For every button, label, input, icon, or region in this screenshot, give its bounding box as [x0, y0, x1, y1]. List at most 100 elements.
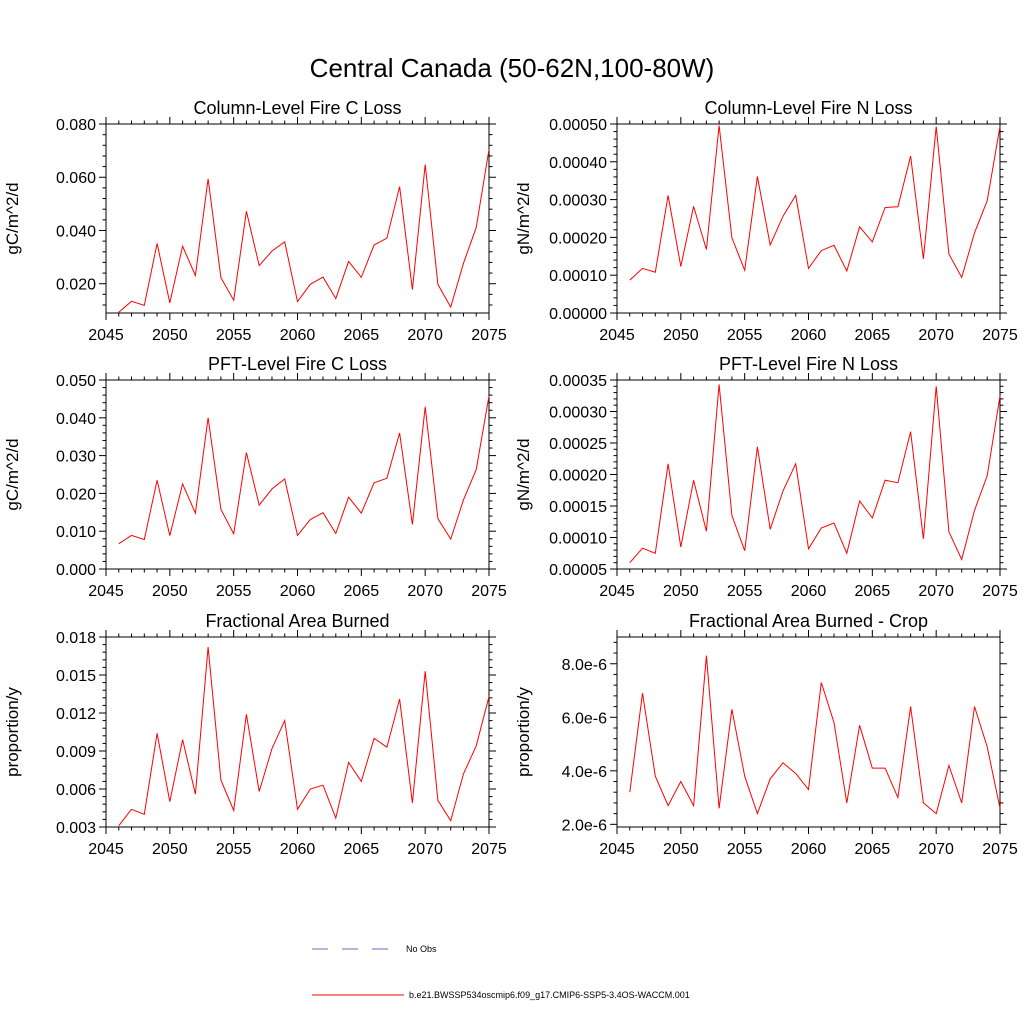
x-tick-label: 2050: [152, 327, 188, 344]
chart-panel-5: Fractional Area Burned 2045 2050 2055 2060 20…: [3, 611, 507, 858]
chart-panel-6: Fractional Area Burned - Crop 2045 2050 205…: [514, 611, 1018, 858]
y-tick-label: 0.030: [56, 449, 96, 466]
y-axis-label: gC/m^2/d: [3, 182, 22, 254]
series-line: [118, 647, 490, 827]
legend: No Obs b.e21.BWSSP534oscmip6.f09_g17.CMI…: [312, 944, 690, 1000]
plot-frame: [105, 379, 490, 570]
x-tick-label: 2060: [791, 583, 827, 600]
x-tick-label: 2045: [599, 583, 635, 600]
y-tick-label: 0.060: [56, 170, 96, 187]
y-tick-label: 0.00020: [549, 468, 607, 485]
chart-panel-3: PFT-Level Fire C Loss 2045 2050 2055 2060 206…: [3, 354, 507, 600]
series-line: [629, 655, 1001, 816]
x-tick-label: 2060: [280, 583, 316, 600]
x-tick-label: 2055: [727, 841, 763, 858]
x-tick-label: 2065: [855, 841, 891, 858]
y-tick-label: 0.040: [56, 411, 96, 428]
chart-panel-1: Column-Level Fire C Loss 2045 2050 2055 2060…: [3, 98, 507, 344]
x-tick-label: 2065: [855, 327, 891, 344]
x-tick-label: 2070: [407, 583, 443, 600]
y-tick-label: 0.00015: [549, 499, 607, 516]
series-line: [629, 125, 1001, 281]
y-axis-label: proportion/y: [3, 687, 22, 777]
y-tick-label: 8.0e-6: [562, 657, 607, 674]
x-tick-label: 2065: [344, 583, 380, 600]
x-tick-label: 2070: [918, 583, 954, 600]
chart-panel-2: Column-Level Fire N Loss 2045 2050 2055 2060…: [514, 98, 1018, 344]
panel-title: PFT-Level Fire C Loss: [208, 354, 387, 374]
x-tick-label: 2055: [216, 841, 252, 858]
x-tick-label: 2075: [471, 327, 507, 344]
x-tick-label: 2045: [599, 841, 635, 858]
y-tick-label: 0.080: [56, 117, 96, 134]
series-line: [629, 384, 1001, 564]
legend-item-model: b.e21.BWSSP534oscmip6.f09_g17.CMIP6-SSP5…: [312, 990, 690, 1000]
x-tick-label: 2075: [982, 327, 1018, 344]
series-line: [118, 395, 490, 545]
plot-frame: [616, 636, 1001, 828]
y-tick-label: 0.00030: [549, 193, 607, 210]
x-tick-label: 2070: [918, 841, 954, 858]
x-tick-label: 2065: [344, 327, 380, 344]
y-tick-label: 0.018: [56, 630, 96, 647]
y-tick-label: 0.003: [56, 820, 96, 837]
x-tick-label: 2065: [855, 583, 891, 600]
panel-title: Fractional Area Burned: [205, 611, 389, 631]
y-tick-label: 2.0e-6: [562, 817, 607, 834]
y-tick-label: 0.00030: [549, 405, 607, 422]
y-tick-label: 0.00020: [549, 230, 607, 247]
x-tick-label: 2055: [216, 327, 252, 344]
x-tick-label: 2045: [88, 583, 124, 600]
y-tick-label: 0.00010: [549, 531, 607, 548]
panels: Column-Level Fire C Loss 2045 2050 2055 2060…: [3, 98, 1018, 858]
y-tick-label: 0.00035: [549, 373, 607, 390]
y-tick-label: 0.050: [56, 373, 96, 390]
x-tick-label: 2045: [88, 327, 124, 344]
y-axis-label: gC/m^2/d: [3, 438, 22, 510]
y-tick-label: 0.009: [56, 744, 96, 761]
x-tick-label: 2060: [791, 327, 827, 344]
panel-title: Column-Level Fire C Loss: [193, 98, 401, 118]
y-tick-label: 6.0e-6: [562, 710, 607, 727]
y-tick-label: 0.020: [56, 277, 96, 294]
panel-title: PFT-Level Fire N Loss: [719, 354, 898, 374]
series-line: [118, 149, 490, 313]
x-tick-label: 2050: [663, 327, 699, 344]
y-tick-label: 0.00010: [549, 268, 607, 285]
plot-frame: [616, 379, 1001, 570]
x-tick-label: 2045: [88, 841, 124, 858]
x-tick-label: 2050: [663, 841, 699, 858]
x-tick-label: 2075: [982, 583, 1018, 600]
x-tick-label: 2070: [918, 327, 954, 344]
x-tick-label: 2050: [152, 583, 188, 600]
plot-frame: [616, 123, 1001, 314]
y-tick-label: 0.000: [56, 562, 96, 579]
x-tick-label: 2060: [280, 327, 316, 344]
x-tick-label: 2045: [599, 327, 635, 344]
y-tick-label: 0.012: [56, 706, 96, 723]
legend-label-no-obs: No Obs: [406, 944, 437, 954]
chart-panel-4: PFT-Level Fire N Loss 2045 2050 2055 2060 206…: [514, 354, 1018, 600]
y-tick-label: 0.040: [56, 223, 96, 240]
y-tick-label: 0.010: [56, 524, 96, 541]
y-tick-label: 0.00000: [549, 306, 607, 323]
y-tick-label: 0.00050: [549, 117, 607, 134]
panel-title: Column-Level Fire N Loss: [704, 98, 912, 118]
legend-item-no-obs: No Obs: [312, 944, 437, 954]
x-tick-label: 2055: [216, 583, 252, 600]
y-tick-label: 0.015: [56, 668, 96, 685]
plot-frame: [105, 123, 490, 314]
y-tick-label: 0.020: [56, 486, 96, 503]
x-tick-label: 2075: [982, 841, 1018, 858]
x-tick-label: 2055: [727, 327, 763, 344]
x-tick-label: 2070: [407, 841, 443, 858]
x-tick-label: 2075: [471, 583, 507, 600]
y-tick-label: 0.00040: [549, 155, 607, 172]
x-tick-label: 2050: [152, 841, 188, 858]
x-tick-label: 2065: [344, 841, 380, 858]
y-tick-label: 4.0e-6: [562, 764, 607, 781]
figure-title: Central Canada (50-62N,100-80W): [310, 53, 715, 83]
x-tick-label: 2070: [407, 327, 443, 344]
panel-title: Fractional Area Burned - Crop: [689, 611, 928, 631]
